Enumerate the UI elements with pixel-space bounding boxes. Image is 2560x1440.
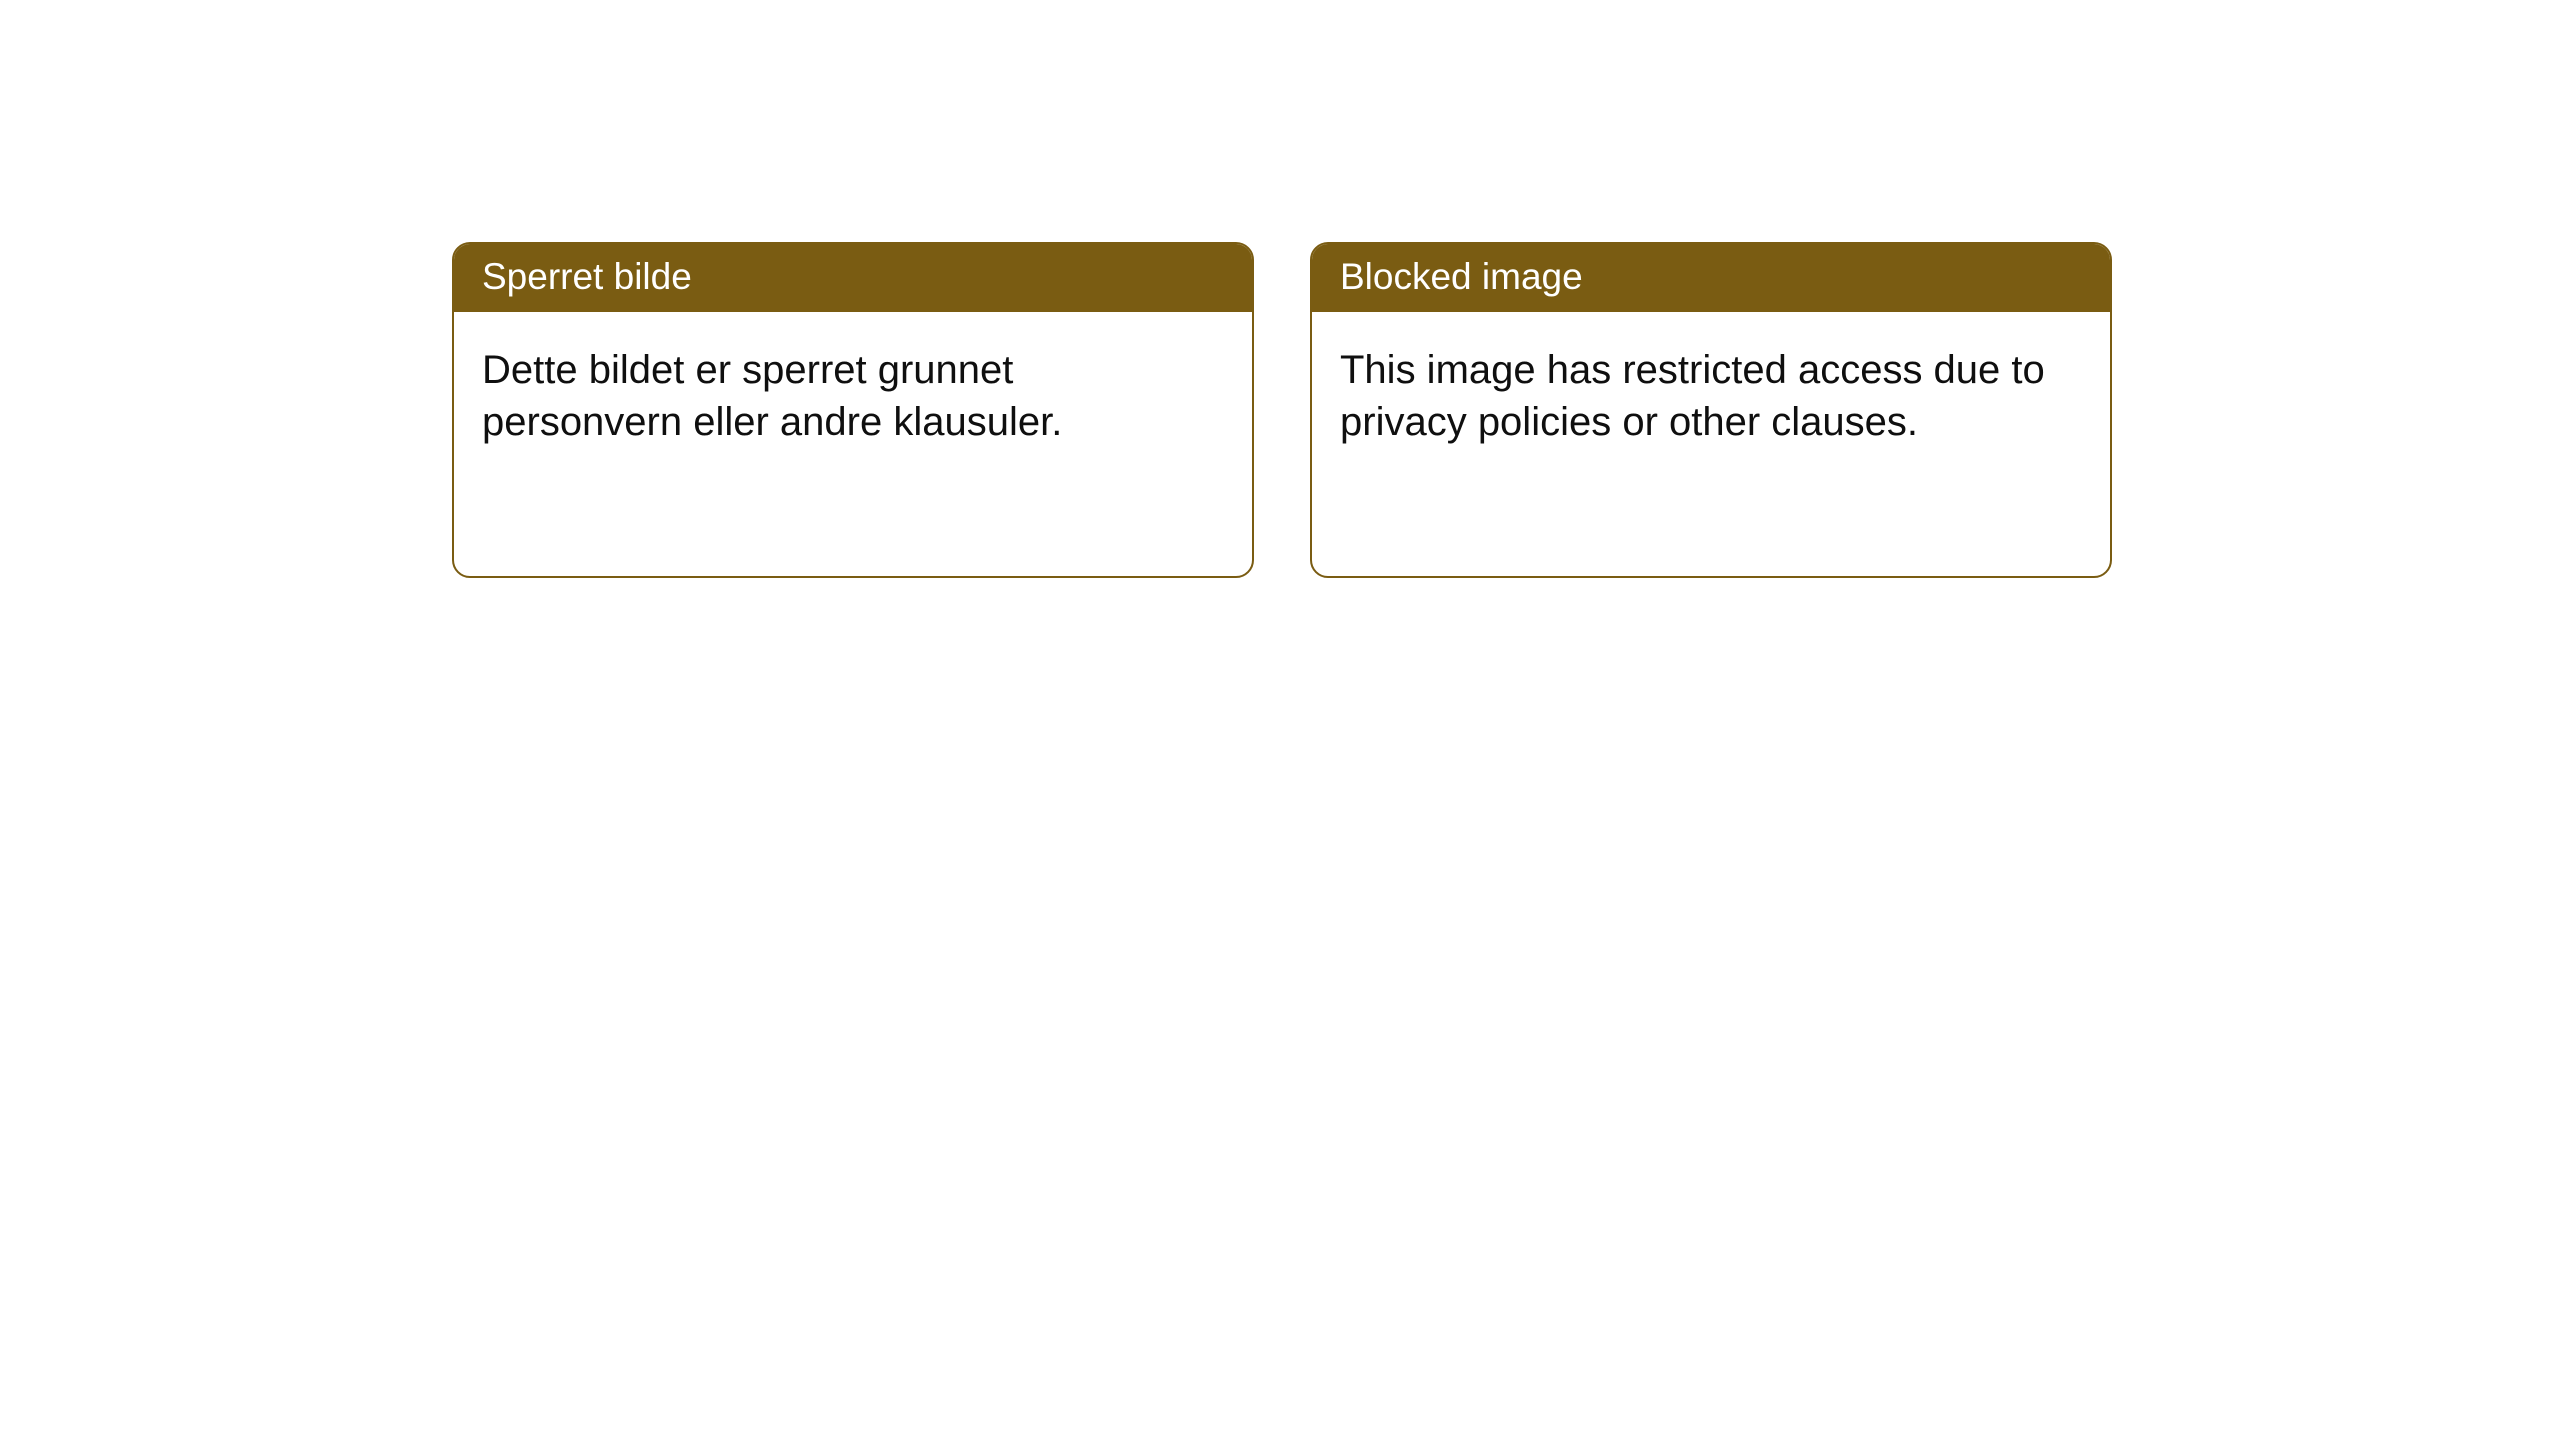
notice-cards-row: Sperret bilde Dette bildet er sperret gr…	[452, 242, 2112, 578]
card-title-english: Blocked image	[1340, 256, 1583, 297]
card-message-english: This image has restricted access due to …	[1340, 348, 2045, 444]
card-header-english: Blocked image	[1312, 244, 2110, 312]
card-message-norwegian: Dette bildet er sperret grunnet personve…	[482, 348, 1062, 444]
card-title-norwegian: Sperret bilde	[482, 256, 692, 297]
card-body-norwegian: Dette bildet er sperret grunnet personve…	[454, 312, 1252, 480]
notice-card-english: Blocked image This image has restricted …	[1310, 242, 2112, 578]
card-body-english: This image has restricted access due to …	[1312, 312, 2110, 480]
notice-card-norwegian: Sperret bilde Dette bildet er sperret gr…	[452, 242, 1254, 578]
card-header-norwegian: Sperret bilde	[454, 244, 1252, 312]
